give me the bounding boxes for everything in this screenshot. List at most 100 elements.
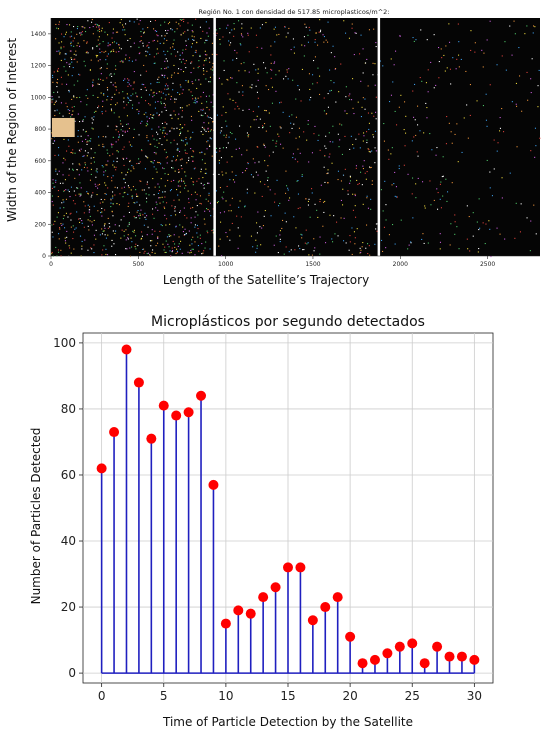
particle bbox=[205, 59, 207, 61]
particle bbox=[156, 34, 158, 36]
particle bbox=[59, 207, 61, 209]
particle bbox=[204, 42, 206, 44]
particle bbox=[64, 53, 66, 55]
particle bbox=[312, 74, 314, 76]
particle bbox=[116, 102, 118, 104]
particle bbox=[133, 215, 135, 217]
particle bbox=[120, 60, 122, 62]
particle bbox=[75, 54, 77, 56]
particle bbox=[247, 32, 249, 34]
particle bbox=[340, 199, 342, 201]
particle bbox=[142, 42, 144, 44]
particle bbox=[129, 247, 131, 249]
particle bbox=[127, 193, 129, 195]
particle bbox=[312, 83, 314, 85]
particle bbox=[488, 220, 490, 222]
particle bbox=[154, 107, 156, 109]
particle bbox=[461, 151, 463, 153]
particle bbox=[139, 161, 141, 163]
particle bbox=[178, 113, 180, 115]
particle bbox=[54, 220, 56, 222]
particle bbox=[115, 166, 117, 168]
particle bbox=[407, 248, 409, 250]
particle bbox=[168, 234, 170, 236]
particle bbox=[87, 152, 89, 154]
particle bbox=[63, 215, 65, 217]
particle bbox=[199, 202, 201, 204]
particle bbox=[135, 59, 137, 61]
particle bbox=[64, 240, 66, 242]
particle bbox=[413, 40, 415, 42]
particle bbox=[162, 167, 164, 169]
particle bbox=[165, 30, 167, 32]
particle bbox=[219, 132, 221, 134]
particle bbox=[207, 200, 209, 202]
particle bbox=[231, 171, 233, 173]
particle bbox=[442, 156, 444, 158]
particle bbox=[198, 110, 200, 112]
particle bbox=[61, 83, 63, 85]
stem-marker bbox=[270, 582, 281, 593]
particle bbox=[123, 178, 125, 180]
particle bbox=[122, 60, 124, 62]
particle bbox=[145, 89, 147, 91]
particle bbox=[104, 193, 106, 195]
particle bbox=[103, 245, 105, 247]
particle bbox=[57, 190, 59, 192]
particle bbox=[112, 153, 114, 155]
particle bbox=[444, 70, 446, 72]
particle bbox=[207, 116, 209, 118]
particle bbox=[169, 250, 171, 252]
particle bbox=[123, 235, 125, 237]
particle bbox=[85, 138, 87, 140]
particle bbox=[112, 203, 114, 205]
particle bbox=[535, 233, 537, 235]
particle bbox=[231, 77, 233, 79]
particle bbox=[102, 230, 104, 232]
particle bbox=[300, 100, 302, 102]
particle bbox=[367, 148, 369, 150]
stem-marker bbox=[394, 641, 405, 652]
particle bbox=[169, 223, 171, 225]
particle bbox=[136, 195, 138, 197]
particle bbox=[411, 193, 413, 195]
particle bbox=[91, 194, 93, 196]
particle bbox=[194, 51, 196, 53]
particle bbox=[73, 248, 75, 250]
particle bbox=[395, 50, 397, 52]
particle bbox=[58, 170, 60, 172]
particle bbox=[95, 238, 97, 240]
particle bbox=[262, 225, 264, 227]
particle bbox=[246, 149, 248, 151]
particle bbox=[233, 35, 235, 37]
particle bbox=[72, 163, 74, 165]
particle bbox=[107, 187, 109, 189]
particle bbox=[256, 91, 258, 93]
particle bbox=[115, 68, 117, 70]
particle bbox=[230, 42, 232, 44]
particle bbox=[103, 174, 105, 176]
particle bbox=[257, 146, 259, 148]
particle bbox=[185, 138, 187, 140]
particle bbox=[99, 234, 101, 236]
particle bbox=[358, 133, 360, 135]
particle bbox=[186, 105, 188, 107]
particle bbox=[241, 23, 243, 25]
particle bbox=[351, 27, 353, 29]
particle bbox=[422, 233, 424, 235]
particle bbox=[107, 53, 109, 55]
particle bbox=[171, 127, 173, 129]
particle bbox=[174, 114, 176, 116]
particle bbox=[515, 202, 517, 204]
particle bbox=[55, 168, 57, 170]
particle bbox=[113, 50, 115, 52]
particle bbox=[162, 74, 164, 76]
particle bbox=[119, 22, 121, 24]
particle bbox=[171, 167, 173, 169]
particle bbox=[99, 43, 101, 45]
particle bbox=[70, 152, 72, 154]
particle bbox=[216, 32, 218, 34]
particle bbox=[51, 224, 53, 226]
particle bbox=[366, 195, 368, 197]
particle bbox=[173, 199, 175, 201]
